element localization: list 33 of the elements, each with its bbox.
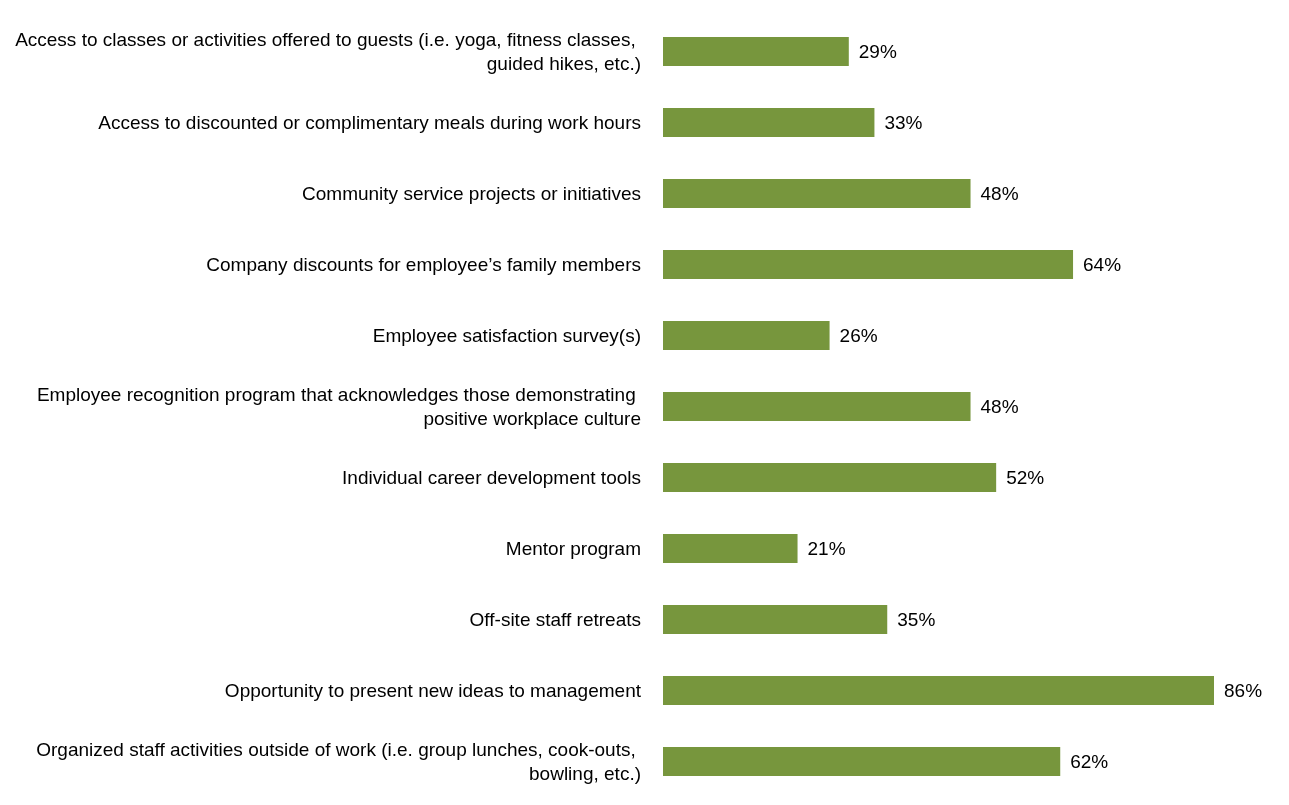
data-label: 48% <box>980 396 1019 417</box>
y-tick-label: Opportunity to present new ideas to management <box>224 680 642 701</box>
y-tick-label: Company discounts for employee’s family members <box>206 254 641 275</box>
bar <box>663 36 849 67</box>
data-label: 21% <box>807 538 846 559</box>
y-tick-label: Access to classes or activities offered to guests (i.e. yoga, fitness classes, guided hikes, etc.) <box>15 29 641 74</box>
data-label: 35% <box>897 609 936 630</box>
y-tick-label: Employee recognition program that acknowledges those demonstrating positive workplace culture <box>36 384 641 429</box>
y-tick-label: Organized staff activities outside of work (i.e. group lunches, cook-outs, bowling, etc.) <box>36 739 641 784</box>
data-label: 48% <box>980 183 1019 204</box>
y-tick-label: Employee satisfaction survey(s) <box>372 325 641 346</box>
bar <box>663 746 1061 777</box>
data-label: 33% <box>884 112 923 133</box>
y-tick-label: Access to discounted or complimentary meals during work hours <box>98 112 641 133</box>
data-label: 62% <box>1070 751 1109 772</box>
bar <box>663 533 798 564</box>
y-tick-label: Off-site staff retreats <box>469 609 641 630</box>
data-label: 26% <box>839 325 878 346</box>
bar <box>663 462 997 493</box>
bar <box>663 178 971 209</box>
y-tick-label: Community service projects or initiatives <box>302 183 641 204</box>
bar <box>663 320 830 351</box>
bar <box>663 391 971 422</box>
y-tick-label: Mentor program <box>505 538 641 559</box>
bar <box>663 107 875 138</box>
data-label: 52% <box>1006 467 1045 488</box>
bar <box>663 249 1074 280</box>
y-tick-label: Individual career development tools <box>342 467 641 488</box>
data-label: 86% <box>1224 680 1263 701</box>
bar <box>663 675 1214 706</box>
data-label: 29% <box>858 41 897 62</box>
bar <box>663 604 888 635</box>
data-label: 64% <box>1083 254 1122 275</box>
